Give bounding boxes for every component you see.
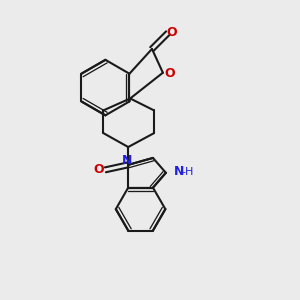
- Text: N: N: [174, 165, 184, 178]
- Text: -H: -H: [182, 167, 194, 177]
- Text: O: O: [164, 67, 175, 80]
- Text: O: O: [167, 26, 177, 39]
- Text: O: O: [93, 163, 104, 176]
- Text: N: N: [122, 154, 132, 167]
